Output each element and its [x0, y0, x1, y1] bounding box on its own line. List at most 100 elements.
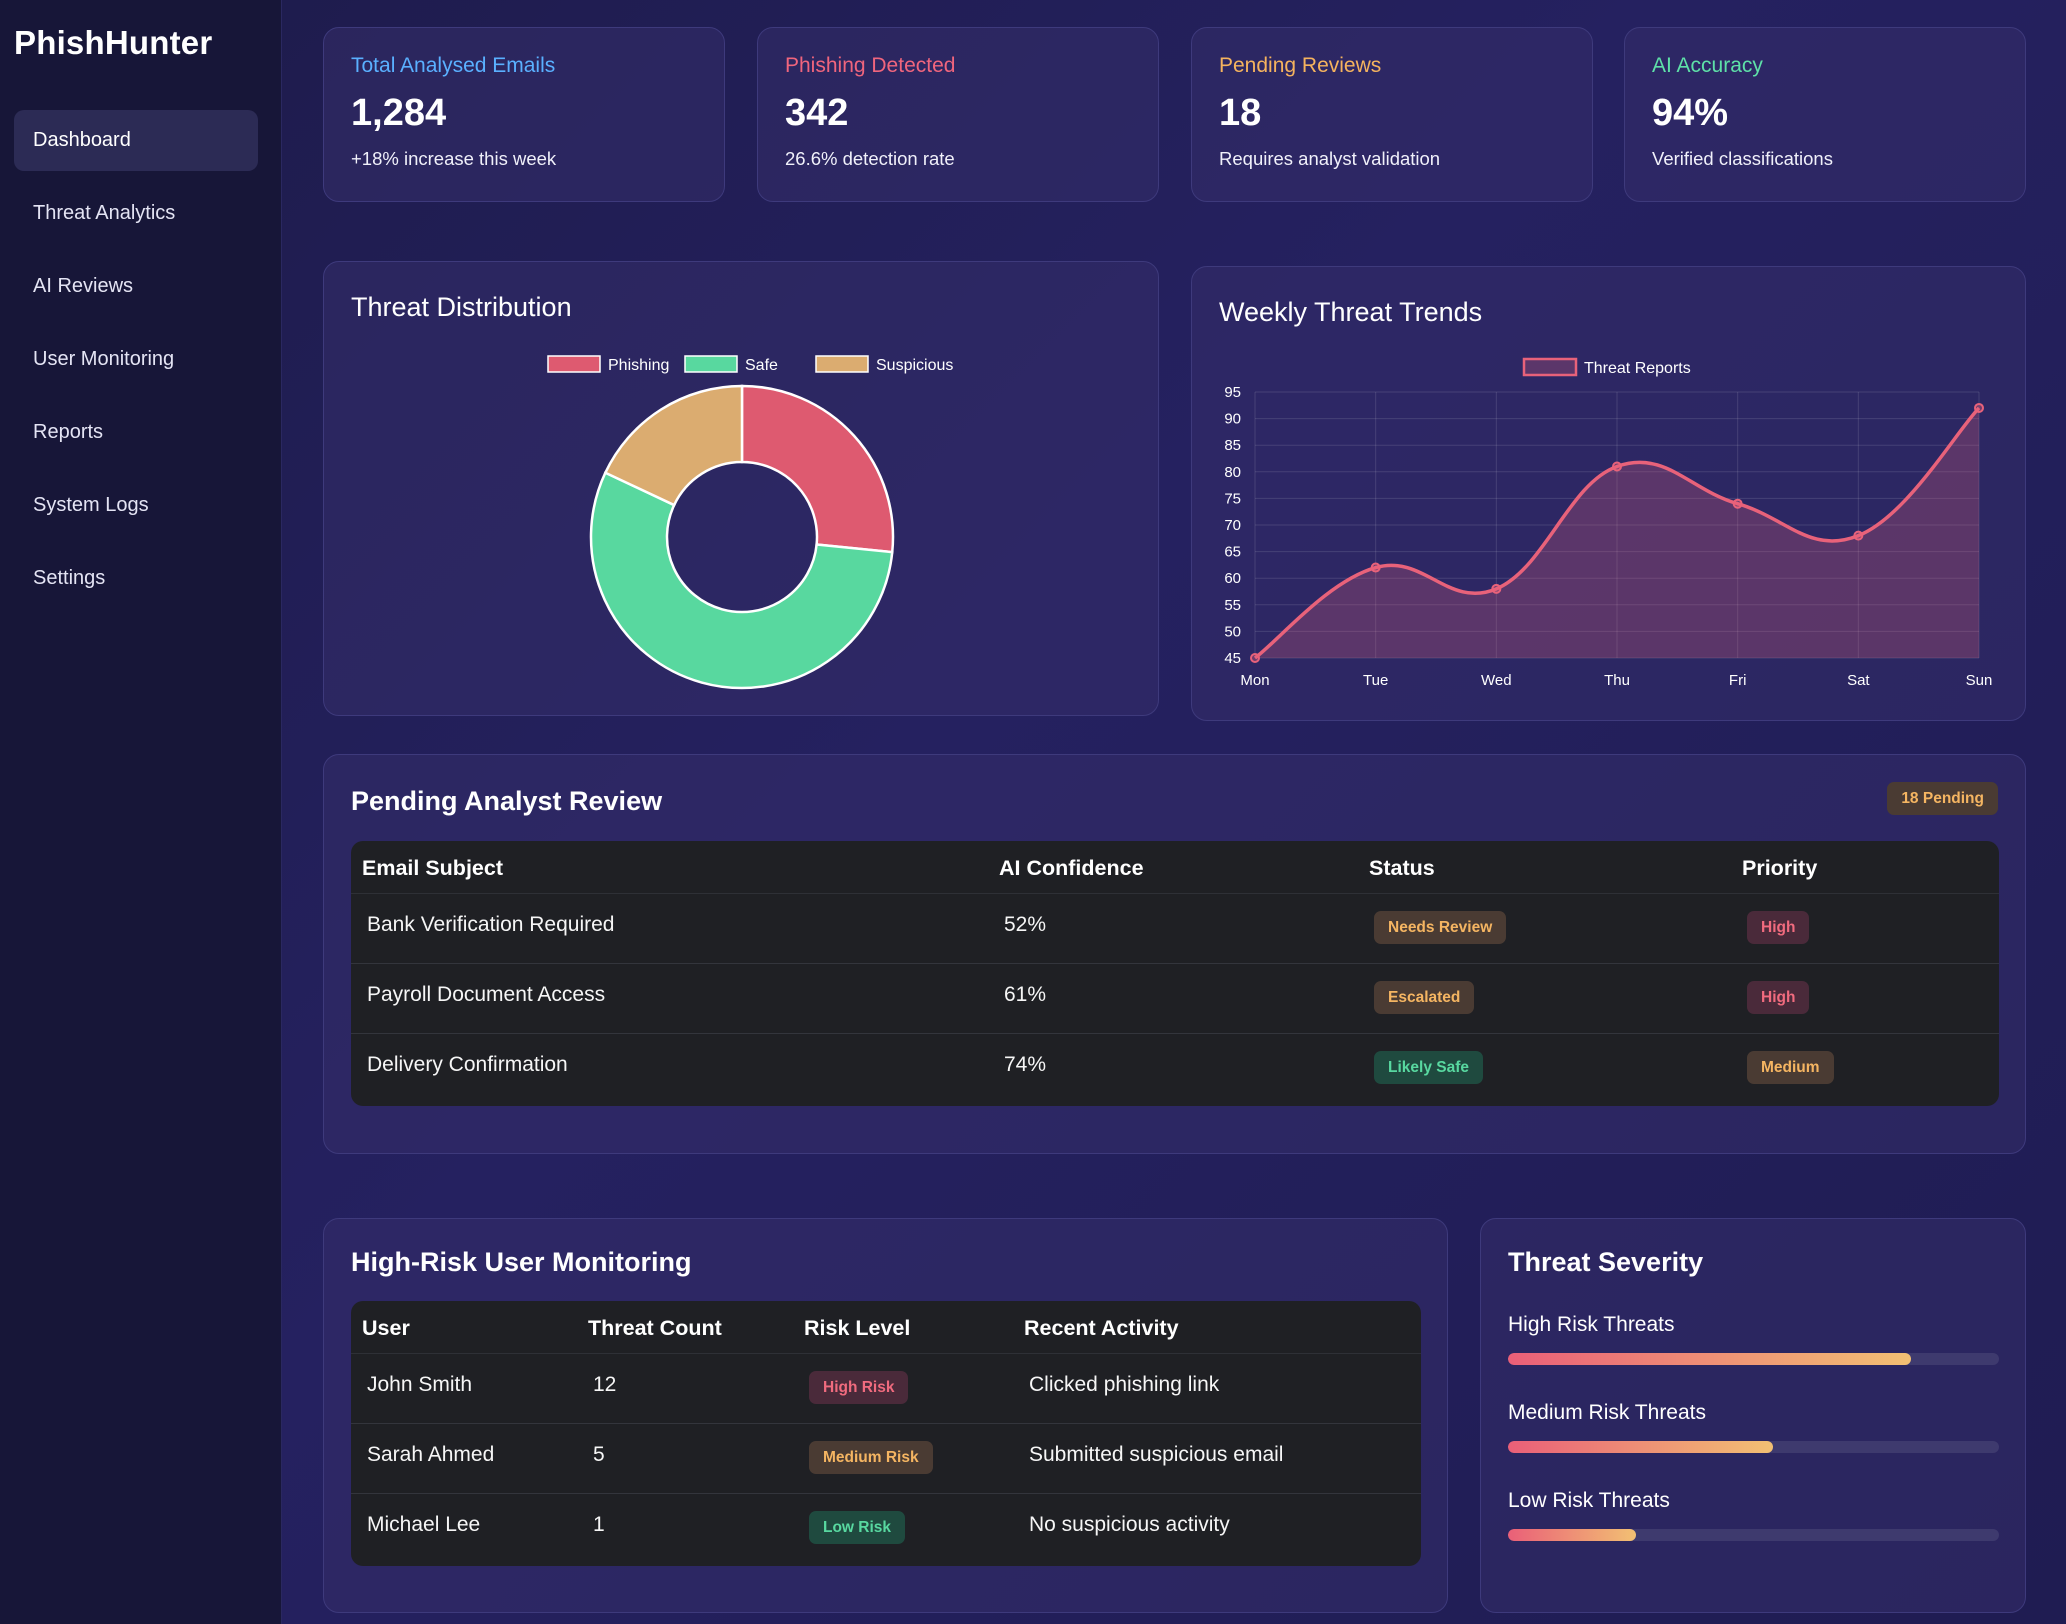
x-tick-label: Tue [1363, 672, 1388, 689]
line-chart: 45 50 55 60 65 70 75 80 85 90 95 Mon Tue Wed Thu Fri Sat… [1224, 357, 1993, 689]
x-tick-label: Fri [1729, 672, 1747, 689]
x-tick-label: Sat [1847, 672, 1870, 689]
stat-label: AI Accuracy [1652, 54, 1763, 77]
legend-swatch-safe [684, 355, 738, 373]
data-point-thu[interactable] [1612, 461, 1622, 472]
priority-badge: High [1747, 981, 1810, 1014]
y-tick-label: 50 [1224, 623, 1241, 640]
donut-slice-phishing[interactable] [740, 384, 895, 554]
card-title: Pending Analyst Review [351, 786, 663, 816]
severity-bar-track [1508, 1529, 1999, 1541]
y-tick-label: 90 [1224, 411, 1241, 428]
table-row[interactable]: Delivery Confirmation 74% Likely Safe Me… [351, 1034, 1999, 1104]
col-ai-confidence: AI Confidence [999, 856, 1144, 880]
sidebar-item-ai-reviews[interactable]: AI Reviews [33, 275, 134, 297]
weekly-trends-card: Weekly Threat Trends 45 50 55 60 65 70 75 80 85 9… [1191, 266, 2026, 721]
sidebar-item-user-monitoring[interactable]: User Monitoring [33, 348, 175, 370]
card-title: Weekly Threat Trends [1219, 297, 1483, 327]
severity-label: Low Risk Threats [1508, 1489, 1670, 1512]
recent-activity: Submitted suspicious email [1029, 1443, 1284, 1466]
y-tick-label: 55 [1224, 597, 1241, 614]
card-title: Threat Severity [1508, 1247, 1704, 1277]
status-badge: Likely Safe [1374, 1051, 1483, 1084]
table-row[interactable]: Sarah Ahmed 5 Medium Risk Submitted susp… [351, 1424, 1421, 1494]
y-tick-label: 75 [1224, 490, 1241, 507]
severity-bar-fill [1508, 1529, 1636, 1541]
data-point-fri[interactable] [1732, 498, 1743, 509]
user-name: John Smith [367, 1373, 473, 1396]
data-point-wed[interactable] [1491, 583, 1502, 594]
table-row[interactable]: Bank Verification Required 52% Needs Rev… [351, 894, 1999, 964]
y-tick-label: 60 [1224, 570, 1241, 587]
sidebar-item-threat-analytics[interactable]: Threat Analytics [33, 202, 176, 224]
status-badge: Needs Review [1374, 911, 1507, 944]
donut-slice-safe[interactable] [589, 471, 894, 690]
legend-swatch-suspicious [815, 355, 869, 373]
card-title: High-Risk User Monitoring [351, 1247, 692, 1277]
stat-card-total-emails: Total Analysed Emails 1,284 +18% increas… [323, 27, 725, 202]
legend-swatch-threat-reports [1522, 357, 1578, 377]
col-status: Status [1369, 856, 1435, 880]
stat-subtext: 26.6% detection rate [785, 148, 955, 169]
data-point-sun[interactable] [1974, 402, 1984, 413]
sidebar-item-settings[interactable]: Settings [33, 567, 106, 589]
ai-confidence: 74% [1004, 1053, 1047, 1076]
sidebar-nav: Dashboard Threat Analytics AI Reviews Us… [14, 110, 258, 621]
y-tick-label: 80 [1224, 464, 1241, 481]
priority-badge: Medium [1747, 1051, 1834, 1084]
legend-swatch-phishing [547, 355, 601, 373]
pending-count-badge: 18 Pending [1887, 782, 1998, 815]
col-risk-level: Risk Level [804, 1316, 911, 1340]
table-header: User Threat Count Risk Level Recent Acti… [351, 1301, 1421, 1354]
user-monitoring-card: High-Risk User Monitoring User Threat Co… [323, 1218, 1448, 1613]
risk-badge: Low Risk [809, 1511, 906, 1544]
table-row[interactable]: Michael Lee 1 Low Risk No suspicious act… [351, 1494, 1421, 1564]
recent-activity: Clicked phishing link [1029, 1373, 1220, 1396]
stat-card-ai-accuracy: AI Accuracy 94% Verified classifications [1624, 27, 2026, 202]
legend-label-suspicious: Suspicious [876, 357, 953, 374]
legend-label-threat-reports: Threat Reports [1584, 360, 1691, 377]
severity-label: Medium Risk Threats [1508, 1401, 1707, 1424]
risk-badge: High Risk [809, 1371, 909, 1404]
recent-activity: No suspicious activity [1029, 1513, 1230, 1536]
email-subject: Payroll Document Access [367, 983, 606, 1006]
stat-value: 18 [1219, 92, 1262, 134]
series-line-threat-reports [1253, 406, 1981, 660]
y-tick-label: 70 [1224, 517, 1241, 534]
stat-subtext: +18% increase this week [351, 148, 557, 169]
status-badge: Escalated [1374, 981, 1475, 1014]
card-title: Threat Distribution [351, 292, 572, 322]
col-user: User [362, 1316, 410, 1340]
severity-bar-fill [1508, 1441, 1774, 1453]
data-point-mon[interactable] [1250, 653, 1260, 663]
sidebar-item-dashboard[interactable]: Dashboard [14, 110, 258, 171]
severity-bar-track [1508, 1441, 1999, 1453]
table-row[interactable]: John Smith 12 High Risk Clicked phishing… [351, 1354, 1421, 1424]
sidebar-item-system-logs[interactable]: System Logs [33, 494, 149, 516]
stat-card-phishing-detected: Phishing Detected 342 26.6% detection ra… [757, 27, 1159, 202]
legend-label-safe: Safe [745, 357, 778, 374]
y-tick-label: 65 [1224, 544, 1241, 561]
donut-slice-suspicious[interactable] [603, 384, 744, 507]
donut-chart: Phishing Safe Suspicious [547, 355, 953, 690]
severity-label: High Risk Threats [1508, 1313, 1675, 1336]
stat-value: 342 [785, 92, 849, 134]
email-subject: Delivery Confirmation [367, 1053, 568, 1076]
threat-count: 1 [593, 1513, 605, 1536]
stat-label: Total Analysed Emails [351, 54, 556, 77]
user-name: Sarah Ahmed [367, 1443, 495, 1466]
legend-label-phishing: Phishing [608, 357, 669, 374]
y-tick-label: 85 [1224, 437, 1241, 454]
data-point-tue[interactable] [1370, 562, 1381, 573]
x-tick-label: Mon [1240, 672, 1269, 689]
sidebar-item-reports[interactable]: Reports [33, 421, 104, 443]
x-tick-label: Sun [1966, 672, 1993, 689]
col-recent-activity: Recent Activity [1024, 1316, 1179, 1340]
stat-label: Pending Reviews [1219, 54, 1382, 77]
table-row[interactable]: Payroll Document Access 61% Escalated Hi… [351, 964, 1999, 1034]
threat-distribution-card: Threat Distribution Phishing Safe Suspicio… [323, 261, 1159, 716]
y-tick-label: 95 [1224, 384, 1241, 401]
data-point-sat[interactable] [1853, 530, 1864, 541]
sidebar: PhishHunter Dashboard Threat Analytics A… [0, 0, 282, 1624]
col-email-subject: Email Subject [362, 856, 503, 880]
